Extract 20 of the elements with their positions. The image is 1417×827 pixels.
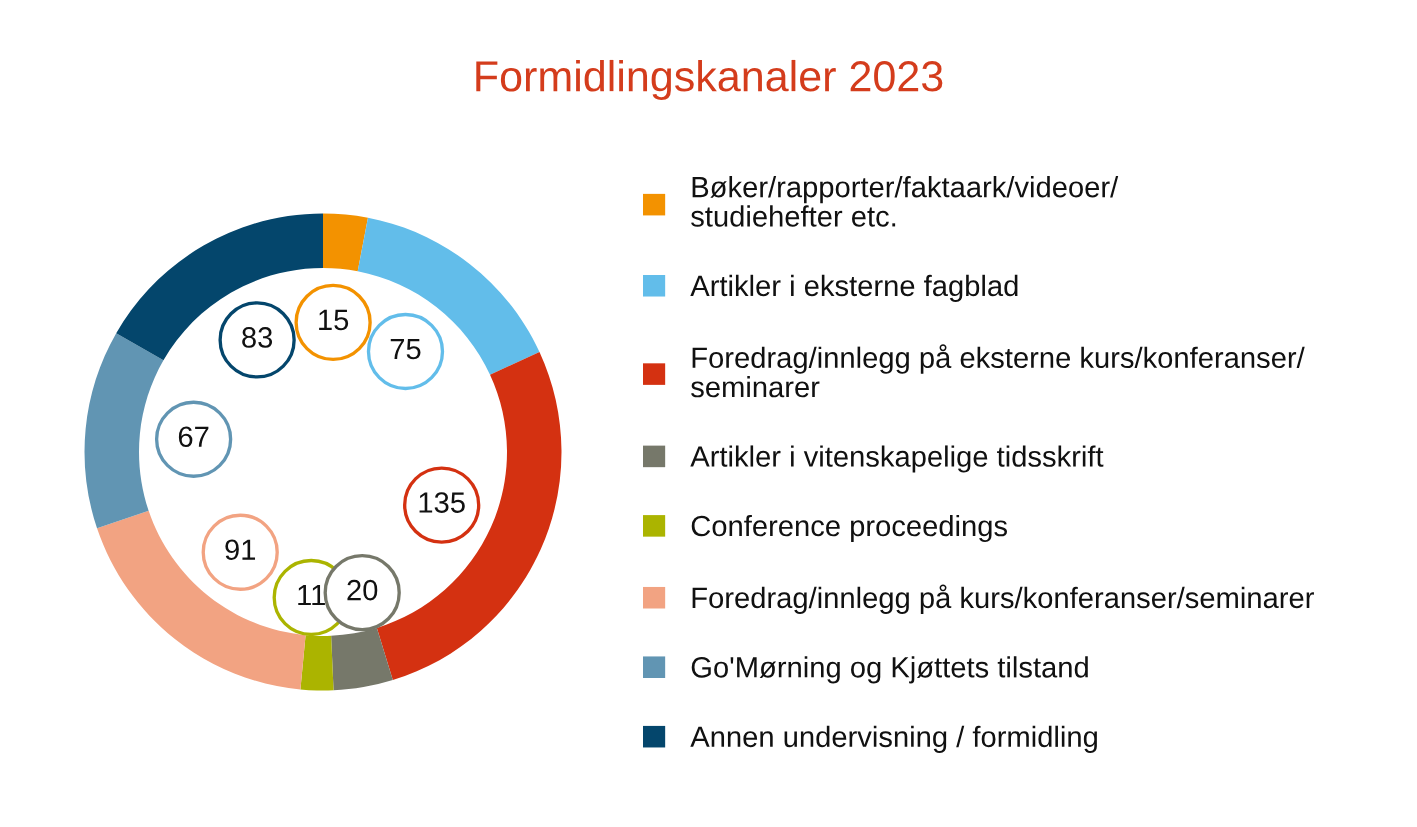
legend-label: Conference proceedings: [691, 514, 1007, 543]
legend-label: Artikler i eksterne fagblad: [690, 274, 1018, 302]
data-label: 135: [419, 492, 465, 513]
legend-label: Bøker/rapporter/faktaark/videoer/ studiehefter etc.: [691, 176, 1119, 227]
data-label: 11: [298, 585, 325, 606]
legend-label: Annen undervisning / formidling: [690, 725, 1097, 753]
data-label: 15: [319, 309, 349, 331]
legend-label: Go'Mørning og Kjøttets tilstand: [691, 656, 1088, 684]
legend-label: Foredrag/innlegg på kurs/konferanser/seminarer: [692, 584, 1314, 614]
donut-slice: [357, 217, 540, 375]
data-label: 67: [178, 426, 209, 448]
donut-slice: [84, 333, 164, 529]
data-label: 20: [347, 579, 378, 601]
data-label: 91: [225, 539, 256, 561]
legend-label: Artikler i vitenskapelige tidsskrift: [690, 445, 1104, 473]
donut-slice: [323, 213, 368, 272]
data-label: 83: [242, 327, 273, 348]
chart-title: Formidlingskanaler 2023: [476, 59, 943, 101]
data-label: 75: [390, 339, 421, 360]
legend-label: Foredrag/innlegg på eksterne kurs/konferanser/ seminarer: [691, 344, 1305, 398]
